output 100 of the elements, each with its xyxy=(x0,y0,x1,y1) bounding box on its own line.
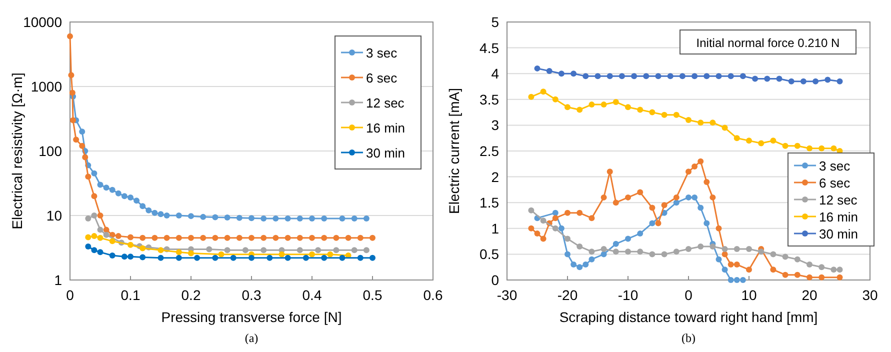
y-tick-label: 1 xyxy=(54,272,62,288)
point xyxy=(327,251,334,258)
point xyxy=(296,215,303,222)
point xyxy=(698,243,704,250)
point xyxy=(728,277,734,283)
y-tick-label: 10 xyxy=(46,208,62,224)
legend-label: 12 sec xyxy=(366,96,405,110)
point xyxy=(758,140,764,146)
point xyxy=(370,234,376,241)
point xyxy=(321,215,328,222)
y-tick-label: 0 xyxy=(491,272,500,288)
point xyxy=(818,264,825,270)
point xyxy=(260,247,267,254)
point xyxy=(68,72,74,78)
point xyxy=(704,220,710,226)
point xyxy=(692,194,698,200)
point xyxy=(534,65,540,72)
x-axis-title: Scraping distance toward right hand [mm] xyxy=(559,309,818,325)
point xyxy=(710,120,716,126)
point xyxy=(788,78,794,84)
point xyxy=(679,73,686,80)
point xyxy=(248,254,254,261)
point xyxy=(188,234,194,241)
point xyxy=(734,246,740,252)
point xyxy=(67,33,73,40)
point xyxy=(236,214,242,221)
legend-label: 3 sec xyxy=(819,158,851,174)
x-tick-label: 0.4 xyxy=(302,287,322,303)
point xyxy=(710,194,716,200)
point xyxy=(85,215,92,222)
y-tick-label: 4.5 xyxy=(480,40,500,56)
point xyxy=(97,226,104,233)
point xyxy=(85,234,92,240)
point xyxy=(140,254,146,260)
point xyxy=(806,274,812,280)
point xyxy=(97,234,104,241)
point xyxy=(128,234,134,240)
point xyxy=(588,102,595,108)
point xyxy=(794,142,800,149)
point xyxy=(625,194,631,200)
point xyxy=(128,194,134,201)
point xyxy=(121,193,128,200)
x-tick-label: 0.5 xyxy=(362,287,382,303)
y-tick-label: 1000 xyxy=(30,78,62,94)
point xyxy=(188,213,194,220)
point xyxy=(309,215,315,222)
point xyxy=(752,76,758,82)
point xyxy=(612,200,619,206)
point xyxy=(686,168,692,175)
point xyxy=(637,189,644,196)
point xyxy=(357,254,364,261)
point xyxy=(716,225,722,232)
y-axis-title: Electrical resistivity [Ω·m] xyxy=(9,72,25,230)
point xyxy=(746,138,752,144)
point xyxy=(357,234,364,241)
point xyxy=(194,254,200,261)
x-tick-label: -30 xyxy=(496,287,518,303)
point xyxy=(534,230,540,237)
legend-label: 12 sec xyxy=(819,192,858,208)
point xyxy=(698,120,704,126)
point xyxy=(637,106,644,113)
point xyxy=(284,234,291,241)
point xyxy=(746,246,752,252)
point xyxy=(782,254,788,260)
point xyxy=(158,254,164,261)
point xyxy=(576,264,583,270)
point xyxy=(97,249,104,256)
point xyxy=(649,204,656,211)
point xyxy=(164,212,170,218)
point xyxy=(710,243,716,250)
point xyxy=(612,248,619,255)
point xyxy=(345,234,352,241)
point xyxy=(728,262,734,268)
point xyxy=(121,254,128,260)
point xyxy=(686,194,692,200)
point xyxy=(140,203,146,210)
point xyxy=(73,136,80,143)
point xyxy=(91,247,98,254)
point xyxy=(600,102,607,108)
point xyxy=(722,251,728,258)
point xyxy=(673,248,680,255)
point xyxy=(686,117,692,124)
point xyxy=(260,234,267,241)
point xyxy=(224,247,230,254)
x-tick-label: 30 xyxy=(862,287,878,303)
annotation: Initial normal force 0.210 N xyxy=(696,36,840,50)
point xyxy=(140,245,146,252)
x-tick-label: -10 xyxy=(618,287,638,303)
point xyxy=(734,262,740,268)
point xyxy=(758,248,764,255)
point xyxy=(746,266,752,273)
point xyxy=(716,73,722,80)
point xyxy=(284,254,291,261)
point xyxy=(140,234,146,241)
x-axis-title: Pressing transverse force [N] xyxy=(161,309,342,325)
point xyxy=(588,248,595,255)
point xyxy=(176,249,182,256)
point xyxy=(740,277,746,283)
point xyxy=(667,73,674,80)
point xyxy=(296,234,303,241)
